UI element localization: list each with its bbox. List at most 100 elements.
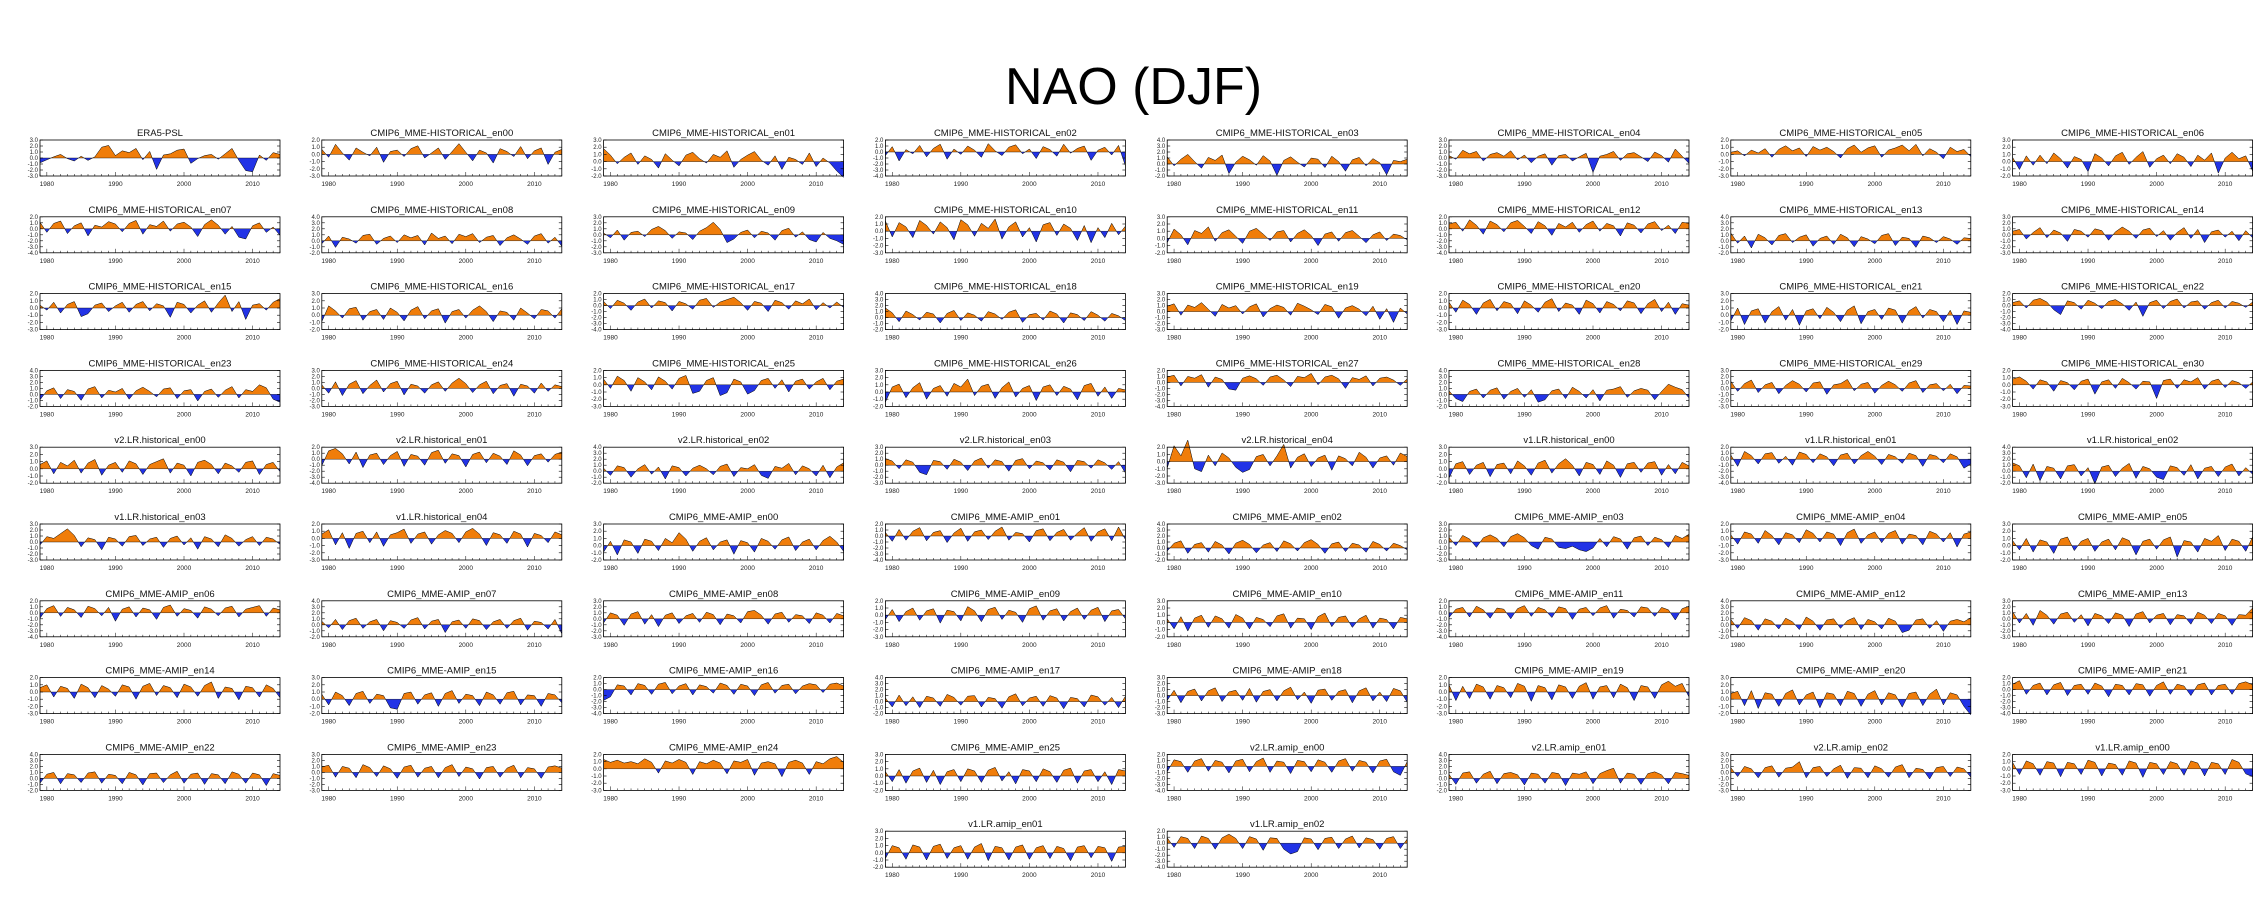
y-tick-label: 0.0 bbox=[875, 229, 884, 235]
y-tick-label: -2.0 bbox=[1155, 392, 1166, 398]
y-tick-label: -3.0 bbox=[1437, 174, 1448, 180]
y-tick-label: 2.0 bbox=[1439, 452, 1448, 458]
panel-title: CMIP6_MME-AMIP_en20 bbox=[1796, 666, 1905, 677]
positive-area bbox=[2012, 298, 2253, 306]
panel-frame bbox=[321, 677, 563, 714]
series-line bbox=[39, 219, 281, 240]
y-tick-label: -1.0 bbox=[591, 694, 602, 700]
series-line bbox=[1167, 539, 1408, 555]
x-tick-label: 2000 bbox=[740, 795, 755, 802]
panel-title: CMIP6_MME-AMIP_en13 bbox=[2078, 589, 2187, 600]
panel: v2.LR.amip_en023.02.01.00.0-1.0-2.0-3.01… bbox=[1718, 742, 1972, 802]
y-tick-label: -1.0 bbox=[2000, 774, 2011, 780]
negative-area bbox=[1452, 692, 1689, 702]
positive-area bbox=[324, 448, 562, 460]
x-tick-label: 2010 bbox=[245, 795, 260, 802]
series-line bbox=[321, 143, 562, 166]
y-tick-label: 0.0 bbox=[1157, 236, 1166, 242]
x-tick-label: 1990 bbox=[1517, 258, 1532, 265]
y-tick-label: 1.0 bbox=[1157, 156, 1166, 162]
y-tick-label: 1.0 bbox=[30, 534, 39, 540]
positive-area bbox=[1167, 373, 1408, 383]
y-tick-label: 1.0 bbox=[30, 221, 39, 227]
y-tick-label: 2.0 bbox=[2002, 292, 2011, 298]
panel-title: CMIP6_MME-HISTORICAL_en03 bbox=[1216, 128, 1359, 139]
x-tick-label: 1990 bbox=[1517, 181, 1532, 188]
x-tick-label: 2000 bbox=[1022, 258, 1037, 265]
series-line bbox=[603, 221, 844, 245]
y-tick-label: -1.0 bbox=[1718, 320, 1729, 326]
y-tick-label: -3.0 bbox=[28, 712, 39, 718]
y-tick-label: 3.0 bbox=[1439, 138, 1448, 144]
panel-title: v1.LR.amip_en01 bbox=[968, 819, 1042, 830]
x-tick-label: 1980 bbox=[2012, 411, 2027, 418]
x-tick-label: 2010 bbox=[1373, 181, 1388, 188]
y-tick-label: 2.0 bbox=[311, 758, 320, 764]
x-tick-label: 1990 bbox=[1799, 642, 1814, 649]
x-tick-label: 1990 bbox=[1235, 258, 1250, 265]
panel-frame bbox=[885, 216, 1126, 254]
negative-area bbox=[40, 778, 271, 786]
series-line bbox=[2012, 535, 2253, 558]
positive-area bbox=[885, 458, 1121, 466]
panel-title: CMIP6_MME-HISTORICAL_en05 bbox=[1779, 128, 1922, 139]
x-tick-label: 2000 bbox=[740, 181, 755, 188]
y-tick-label: -2.0 bbox=[1718, 635, 1729, 641]
x-tick-label: 2010 bbox=[245, 719, 260, 726]
y-tick-label: -2.0 bbox=[591, 629, 602, 635]
x-tick-label: 1980 bbox=[2012, 258, 2027, 265]
y-tick-label: -1.0 bbox=[1718, 544, 1729, 550]
y-tick-label: 2.0 bbox=[311, 522, 320, 528]
y-tick-label: 2.0 bbox=[875, 215, 884, 221]
x-tick-label: 1990 bbox=[2081, 335, 2096, 342]
series-line bbox=[1730, 379, 1971, 395]
panel-title: CMIP6_MME-AMIP_en08 bbox=[669, 589, 778, 600]
positive-area bbox=[889, 379, 1126, 392]
x-tick-label: 1980 bbox=[1449, 335, 1464, 342]
y-tick-label: 1.0 bbox=[875, 222, 884, 228]
x-tick-label: 2000 bbox=[2149, 181, 2164, 188]
y-tick-label: -2.0 bbox=[309, 635, 320, 641]
positive-area bbox=[321, 528, 562, 539]
x-tick-label: 2000 bbox=[1586, 565, 1601, 572]
y-tick-label: 2.0 bbox=[593, 368, 602, 374]
y-tick-label: 3.0 bbox=[311, 676, 320, 682]
y-tick-label: 1.0 bbox=[1439, 460, 1448, 466]
series-line bbox=[1167, 373, 1408, 391]
negative-area bbox=[1167, 548, 1408, 554]
x-tick-label: 1980 bbox=[1167, 565, 1182, 572]
panel-frame bbox=[885, 293, 1126, 331]
x-tick-label: 2000 bbox=[177, 411, 192, 418]
positive-area bbox=[603, 148, 828, 162]
positive-area bbox=[42, 528, 277, 542]
y-tick-label: -1.0 bbox=[1437, 313, 1448, 319]
panel: CMIP6_MME-AMIP_en19 2.01.00.0-1.0-2.0 -3.0… bbox=[1437, 666, 1690, 726]
panel: CMIP6_MME-AMIP_en17 4.03.02.01.00.0-1.0-2… bbox=[873, 666, 1126, 726]
y-tick-label: -1.0 bbox=[309, 320, 320, 326]
positive-area bbox=[50, 145, 280, 158]
y-tick-label: 0.0 bbox=[2002, 544, 2011, 550]
panel-title: v2.LR.historical_en03 bbox=[960, 435, 1051, 446]
y-tick-label: 2.0 bbox=[2002, 457, 2011, 463]
panel: CMIP6_MME-HISTORICAL_en26 3.0 2.01.00.0-1.… bbox=[873, 358, 1126, 418]
x-tick-label: 2000 bbox=[459, 795, 474, 802]
y-tick-label: -1.0 bbox=[2000, 551, 2011, 557]
series-line bbox=[603, 375, 844, 396]
y-tick-label: -1.0 bbox=[1437, 782, 1448, 788]
x-tick-label: 2010 bbox=[245, 335, 260, 342]
panel-frame bbox=[1448, 293, 1690, 331]
y-tick-label: 1.0 bbox=[593, 682, 602, 688]
panel-title: CMIP6_MME-HISTORICAL_en13 bbox=[1779, 205, 1922, 216]
x-tick-label: 1980 bbox=[1730, 488, 1745, 495]
series-line bbox=[321, 617, 563, 634]
panel: CMIP6_MME-AMIP_en02 4.03.02.01.00.0-1.0-2… bbox=[1155, 512, 1408, 572]
series-line bbox=[39, 384, 281, 403]
y-tick-label: 0.0 bbox=[30, 611, 39, 617]
y-tick-label: -1.0 bbox=[309, 160, 320, 166]
panel-title: CMIP6_MME-AMIP_en02 bbox=[1233, 512, 1342, 523]
negative-area bbox=[607, 305, 844, 312]
x-tick-label: 2010 bbox=[809, 642, 824, 649]
y-tick-label: 1.0 bbox=[2002, 760, 2011, 766]
panel-title: CMIP6_MME-AMIP_en18 bbox=[1233, 666, 1342, 677]
x-tick-label: 1980 bbox=[321, 181, 336, 188]
